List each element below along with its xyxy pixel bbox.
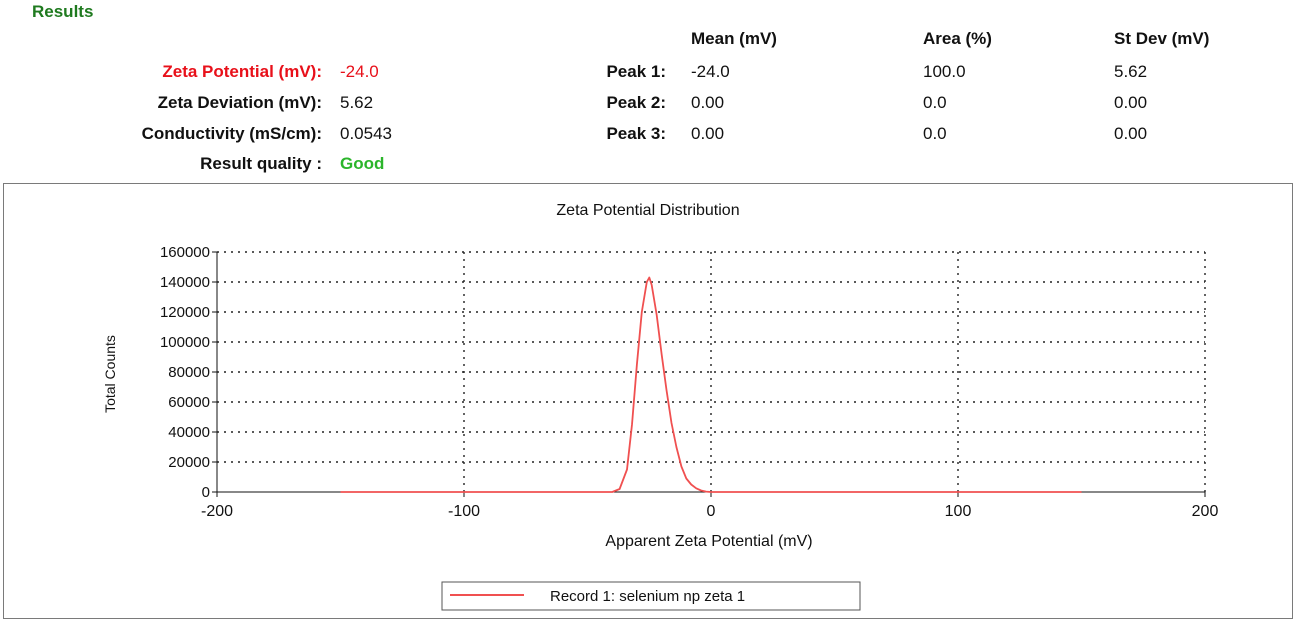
y-axis-label: Total Counts xyxy=(102,335,118,413)
result-quality-value: Good xyxy=(340,154,385,173)
peak-1-mean: -24.0 xyxy=(691,62,730,81)
y-tick-label: 0 xyxy=(202,484,210,501)
x-tick-label: 0 xyxy=(707,503,716,520)
peak-2-label: Peak 2: xyxy=(606,93,666,112)
zeta-deviation-value: 5.62 xyxy=(340,93,374,112)
conductivity-label: Conductivity (mS/cm): xyxy=(141,124,322,143)
peak-3-label: Peak 3: xyxy=(606,124,666,143)
y-tick-label: 60000 xyxy=(168,394,210,411)
y-tick-label: 160000 xyxy=(160,244,210,261)
x-tick-label: 100 xyxy=(945,503,972,520)
series-line-1 xyxy=(340,276,1082,493)
peak-2-stdev: 0.00 xyxy=(1114,93,1148,112)
peak-header-stdev: St Dev (mV) xyxy=(1114,29,1210,48)
y-tick-label: 140000 xyxy=(160,274,210,291)
y-tick-label: 80000 xyxy=(168,364,210,381)
chart-title: Zeta Potential Distribution xyxy=(556,202,739,219)
zeta-potential-value: -24.0 xyxy=(340,62,379,81)
y-tick-label: 40000 xyxy=(168,424,210,441)
y-tick-label: 20000 xyxy=(168,454,210,471)
peak-3-mean: 0.00 xyxy=(691,124,725,143)
x-tick-label: 200 xyxy=(1192,503,1219,520)
chart-frame: Zeta Potential Distribution 0 20000 40000 6… xyxy=(3,183,1293,619)
peak-header-mean: Mean (mV) xyxy=(691,29,777,48)
y-tick-label: 100000 xyxy=(160,334,210,351)
peak-3-stdev: 0.00 xyxy=(1114,124,1148,143)
zeta-potential-label: Zeta Potential (mV): xyxy=(162,62,322,81)
y-tick-label: 120000 xyxy=(160,304,210,321)
conductivity-value: 0.0543 xyxy=(340,124,392,143)
zeta-deviation-label: Zeta Deviation (mV): xyxy=(157,93,322,112)
peak-1-stdev: 5.62 xyxy=(1114,62,1148,81)
peak-2-area: 0.0 xyxy=(923,93,947,112)
x-axis-label: Apparent Zeta Potential (mV) xyxy=(605,533,812,550)
peak-1-label: Peak 1: xyxy=(606,62,666,81)
x-tick-label: -100 xyxy=(448,503,480,520)
peak-header-area: Area (%) xyxy=(923,29,992,48)
legend-label: Record 1: selenium np zeta 1 xyxy=(550,588,745,605)
results-title: Results xyxy=(32,2,94,21)
legend: Record 1: selenium np zeta 1 xyxy=(441,581,861,611)
peak-2-mean: 0.00 xyxy=(691,93,725,112)
zeta-distribution-chart: Zeta Potential Distribution 0 20000 40000 6… xyxy=(102,202,1219,611)
result-quality-label: Result quality : xyxy=(200,154,322,173)
peak-1-area: 100.0 xyxy=(923,62,966,81)
peak-3-area: 0.0 xyxy=(923,124,947,143)
x-tick-label: -200 xyxy=(201,503,233,520)
